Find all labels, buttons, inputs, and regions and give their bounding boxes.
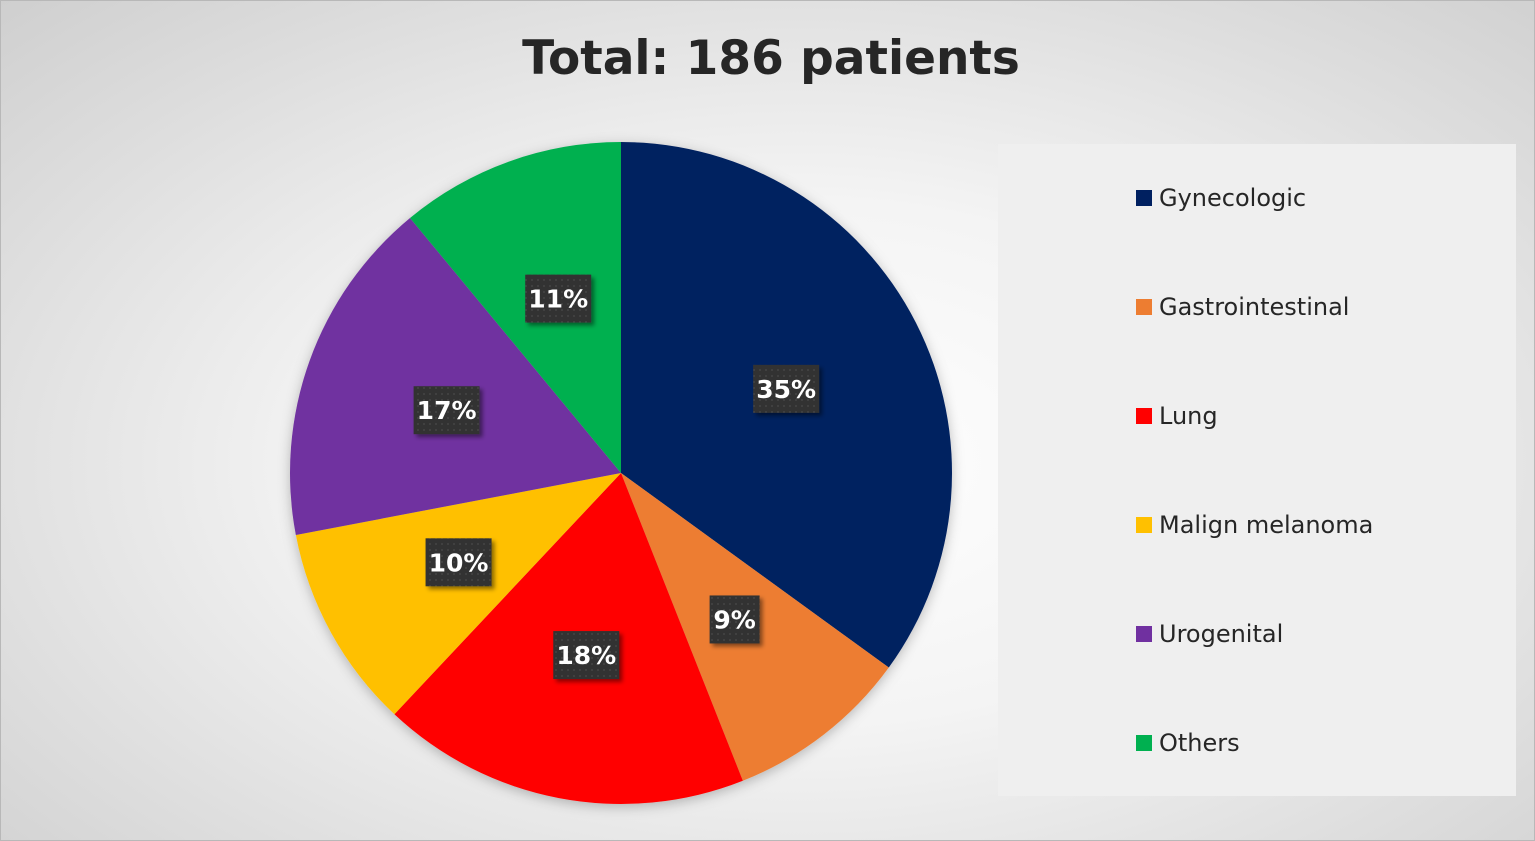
- data-label-text: 18%: [556, 641, 616, 670]
- data-label-urogenital: 17%: [413, 386, 480, 435]
- legend-swatch: [1136, 299, 1152, 315]
- pie-chart: 35% 9% 18% 10% 17% 11%: [290, 142, 953, 805]
- legend-item-gynecologic: Gynecologic: [1136, 183, 1306, 213]
- data-label-box: [753, 364, 820, 413]
- legend-item-lung: Lung: [1136, 401, 1218, 431]
- data-label-text: 9%: [713, 605, 755, 634]
- legend-swatch: [1136, 735, 1152, 751]
- legend-label: Gastrointestinal: [1159, 293, 1350, 321]
- legend-swatch: [1136, 190, 1152, 206]
- legend-item-urogenital: Urogenital: [1136, 619, 1283, 649]
- data-label-text: 10%: [429, 548, 489, 577]
- data-label-lung: 18%: [553, 631, 620, 680]
- legend-label: Lung: [1159, 402, 1218, 430]
- pie-slice-others: [410, 142, 621, 473]
- data-label-text: 11%: [528, 285, 588, 314]
- data-label-malign-melanoma: 10%: [425, 538, 492, 587]
- pie-slice-urogenital: [290, 217, 621, 536]
- data-label-gynecologic: 35%: [753, 364, 820, 413]
- legend-label: Gynecologic: [1159, 184, 1307, 212]
- legend-swatch: [1136, 408, 1152, 424]
- legend-item-malign-melanoma: Malign melanoma: [1136, 510, 1373, 540]
- data-label-box: [525, 274, 592, 323]
- legend-item-others: Others: [1136, 728, 1240, 758]
- pie-slice-malign-melanoma: [295, 473, 621, 715]
- data-label-box: [425, 538, 492, 587]
- legend-label: Others: [1159, 729, 1240, 757]
- data-label-box: [709, 595, 760, 644]
- data-label-others: 11%: [525, 274, 592, 323]
- data-label-text: 35%: [756, 375, 816, 404]
- legend-swatch: [1136, 517, 1152, 533]
- data-label-box: [413, 386, 480, 435]
- data-label-box: [553, 631, 620, 680]
- data-label-gastrointestinal: 9%: [709, 595, 760, 644]
- legend-label: Urogenital: [1159, 620, 1284, 648]
- data-label-text: 17%: [417, 396, 477, 425]
- legend-label: Malign melanoma: [1159, 511, 1374, 539]
- legend-swatch: [1136, 626, 1152, 642]
- chart-title: Total: 186 patients: [522, 31, 1020, 86]
- legend-item-gastrointestinal: Gastrointestinal: [1136, 292, 1349, 322]
- chart-legend: Gynecologic Gastrointestinal Lung Malign me…: [998, 144, 1516, 796]
